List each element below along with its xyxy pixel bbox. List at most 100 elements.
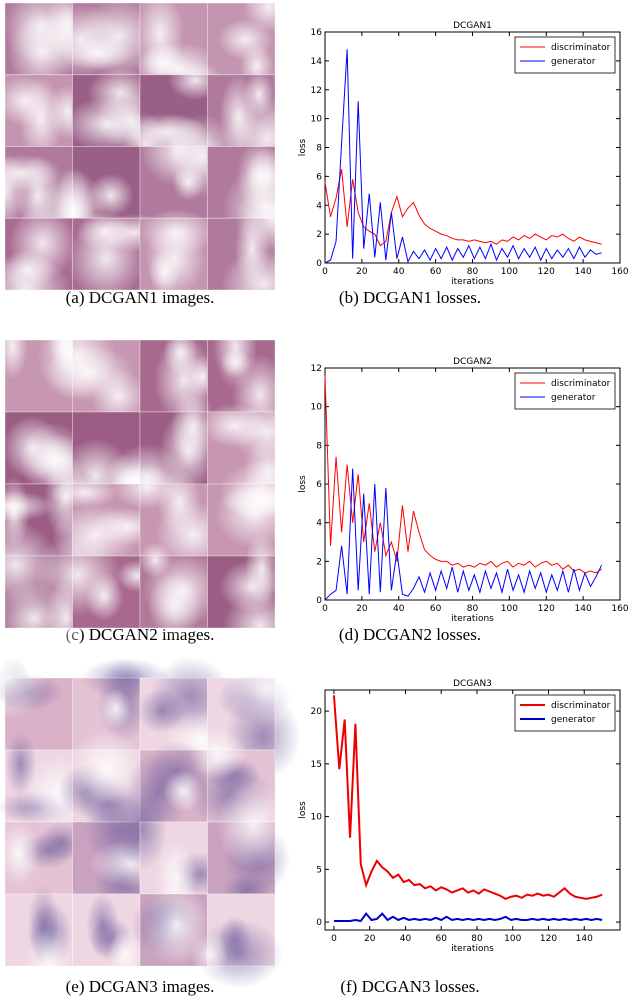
x-tick-label: 160: [611, 604, 628, 614]
x-tick-label: 100: [504, 934, 521, 944]
y-axis-label: loss: [298, 475, 308, 493]
x-tick-label: 20: [356, 267, 368, 277]
x-tick-label: 140: [575, 604, 592, 614]
y-axis-label: loss: [298, 801, 308, 819]
x-tick-label: 40: [400, 934, 412, 944]
tile-texture: [217, 780, 290, 870]
tile-texture: [201, 403, 267, 448]
chart-title: DCGAN1: [453, 21, 492, 31]
legend-label: generator: [551, 715, 596, 725]
y-tick-label: 6: [316, 480, 322, 490]
legend-label: generator: [551, 57, 596, 67]
tile-border: [207, 555, 276, 629]
chart-title: DCGAN3: [453, 679, 492, 689]
x-tick-label: 0: [322, 604, 328, 614]
x-tick-label: 100: [501, 604, 518, 614]
y-tick-label: 16: [311, 28, 323, 38]
x-tick-label: 100: [501, 267, 518, 277]
y-tick-label: 4: [316, 519, 322, 529]
tile-texture: [148, 248, 181, 297]
legend-box: [514, 372, 616, 410]
y-tick-label: 10: [311, 115, 323, 125]
y-tick-label: 0: [316, 259, 322, 269]
loss-line: [324, 375, 602, 574]
tile-texture: [0, 154, 63, 192]
caption: (d) DCGAN2 losses.: [339, 625, 481, 644]
y-tick-label: 0: [316, 596, 322, 606]
y-tick-label: 10: [311, 813, 323, 823]
x-tick-label: 60: [435, 934, 447, 944]
y-tick-label: 8: [316, 144, 322, 154]
tile-texture: [50, 476, 119, 508]
x-tick-label: 80: [471, 934, 483, 944]
loss-line: [333, 912, 603, 923]
tile-texture: [0, 312, 28, 380]
tile-texture: [0, 820, 40, 887]
caption: (b) DCGAN1 losses.: [339, 288, 481, 307]
y-tick-label: 8: [316, 441, 322, 451]
tile-texture: [219, 461, 305, 522]
tile-texture: [191, 932, 228, 977]
x-axis-label: iterations: [451, 944, 494, 954]
tile-texture: [70, 729, 143, 806]
x-tick-label: 60: [430, 267, 442, 277]
tile-texture: [136, 0, 184, 77]
tile-texture: [147, 573, 202, 640]
x-tick-label: 160: [611, 267, 628, 277]
loss-line: [332, 695, 603, 900]
legend-box: [514, 694, 616, 732]
x-axis-label: iterations: [451, 614, 494, 624]
tile-texture: [0, 637, 49, 720]
x-tick-label: 140: [576, 934, 593, 944]
tile-texture: [38, 4, 124, 76]
sample-image: [0, 0, 312, 323]
x-axis-label: iterations: [451, 277, 494, 287]
y-tick-label: 2: [316, 557, 322, 567]
tile-texture: [84, 571, 124, 621]
tile-texture: [220, 248, 306, 320]
x-tick-label: 80: [467, 267, 479, 277]
x-tick-label: 80: [467, 604, 479, 614]
tile-texture: [18, 76, 63, 162]
x-tick-label: 20: [356, 604, 368, 614]
legend-label: discriminator: [551, 43, 611, 53]
tile-texture: [219, 560, 283, 614]
tile-border: [207, 893, 276, 967]
y-tick-label: 12: [311, 364, 322, 374]
legend-label: discriminator: [551, 379, 611, 389]
legend-label: generator: [551, 393, 596, 403]
caption: (f) DCGAN3 losses.: [340, 977, 479, 996]
y-tick-label: 0: [316, 918, 322, 928]
tile-texture: [99, 688, 132, 729]
x-tick-label: 140: [575, 267, 592, 277]
x-tick-label: 0: [322, 267, 328, 277]
x-tick-label: 40: [393, 604, 405, 614]
tile-texture: [188, 727, 248, 781]
x-tick-label: 120: [540, 934, 557, 944]
tile-texture: [157, 468, 201, 536]
x-tick-label: 60: [430, 604, 442, 614]
y-tick-label: 6: [316, 172, 322, 182]
x-tick-label: 120: [538, 267, 555, 277]
x-tick-label: 20: [364, 934, 376, 944]
tile-texture: [243, 72, 275, 117]
chart-title: DCGAN2: [453, 357, 492, 367]
tile-texture: [139, 209, 214, 257]
loss-line: [324, 169, 602, 247]
tile-texture: [118, 788, 167, 871]
tile-texture: [76, 211, 134, 252]
y-tick-label: 10: [311, 403, 323, 413]
tile-texture: [24, 926, 74, 1002]
tile-texture: [234, 187, 311, 254]
loss-line: [324, 468, 603, 601]
y-tick-label: 2: [316, 230, 322, 240]
y-axis-label: loss: [298, 138, 308, 156]
tile-border: [207, 217, 276, 291]
x-tick-label: 0: [331, 934, 337, 944]
plot-frame: [324, 689, 621, 931]
tile-texture: [87, 67, 153, 119]
legend-label: discriminator: [551, 701, 611, 711]
y-tick-label: 15: [311, 760, 322, 770]
tile-texture: [37, 312, 116, 401]
